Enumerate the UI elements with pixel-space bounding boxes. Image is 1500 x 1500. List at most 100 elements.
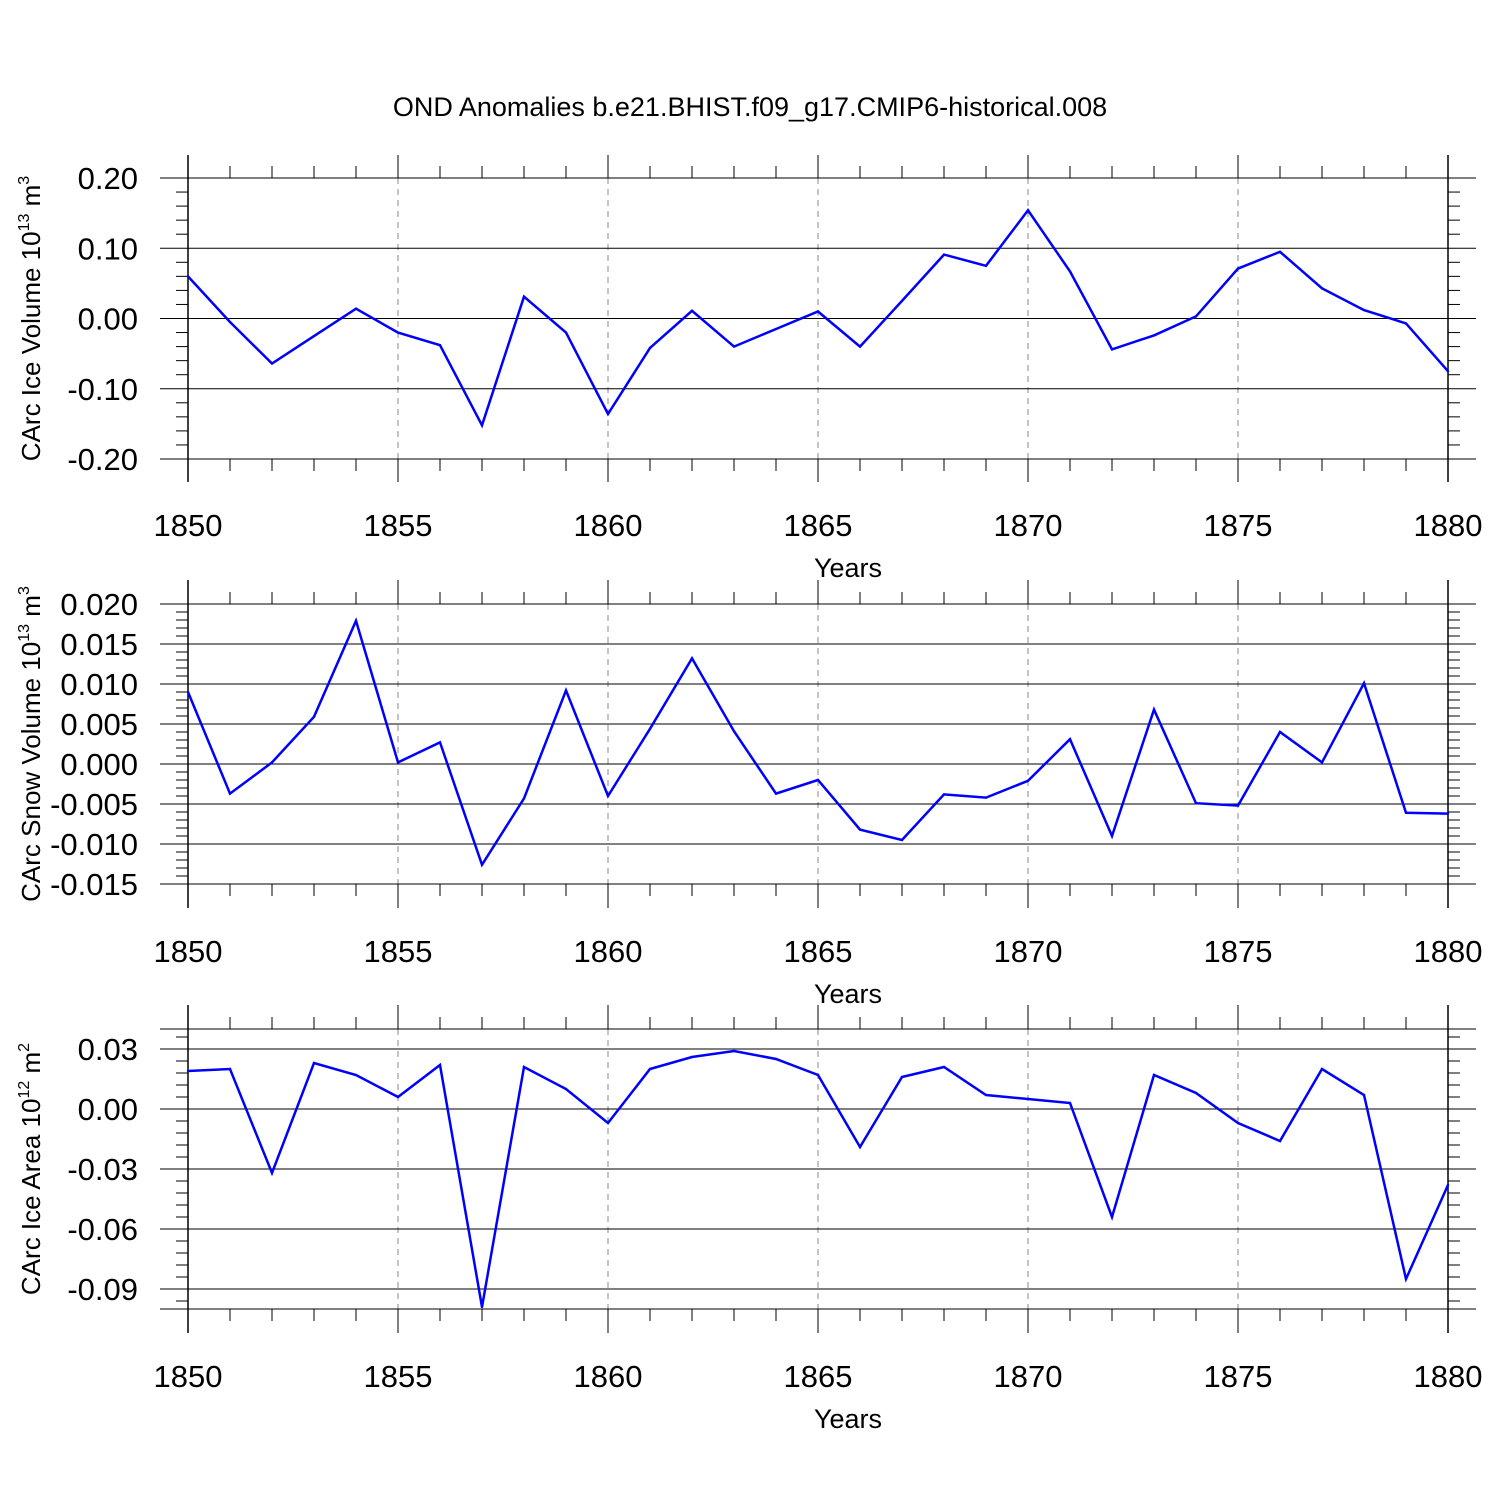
data-point bbox=[1152, 1073, 1156, 1077]
y-tick-label: -0.09 bbox=[67, 1272, 138, 1307]
x-tick-label: 1870 bbox=[994, 934, 1063, 969]
x-tick-label: 1850 bbox=[154, 1359, 223, 1394]
data-point bbox=[312, 1061, 316, 1065]
data-point bbox=[186, 690, 190, 694]
data-point bbox=[1068, 270, 1072, 273]
y-axis-label-text: CArc Snow Volume 10 bbox=[16, 642, 46, 902]
series-line bbox=[187, 208, 1449, 429]
data-point bbox=[732, 730, 736, 733]
data-point bbox=[690, 657, 694, 660]
data-point bbox=[270, 1171, 274, 1175]
x-tick-label: 1860 bbox=[574, 508, 643, 543]
data-point bbox=[900, 838, 904, 842]
x-tick-label: 1880 bbox=[1414, 934, 1483, 969]
y-axis-label-unit-exp: 3 bbox=[16, 586, 33, 595]
y-axis-label-unit-exp: 3 bbox=[16, 176, 33, 185]
data-point bbox=[774, 792, 778, 795]
x-tick-label: 1860 bbox=[574, 1359, 643, 1394]
data-point bbox=[1236, 267, 1240, 270]
data-point bbox=[942, 793, 946, 796]
data-point bbox=[1320, 287, 1324, 290]
data-point bbox=[606, 794, 610, 798]
y-tick-label: 0.000 bbox=[60, 747, 138, 782]
data-point bbox=[648, 1067, 652, 1071]
data-point bbox=[1446, 1183, 1450, 1187]
data-point bbox=[564, 1087, 568, 1091]
y-tick-label: -0.10 bbox=[67, 372, 138, 407]
data-point bbox=[1404, 1277, 1408, 1281]
y-axis-label-text: CArc Ice Area 10 bbox=[16, 1099, 46, 1296]
chart-panel-2: 1850 1855 1860 1865 1870 1875 1880 0.020 0.015 0.… bbox=[16, 580, 1482, 1009]
data-point bbox=[984, 1093, 988, 1097]
y-axis-label-unit: m bbox=[16, 1052, 46, 1081]
data-point bbox=[1320, 761, 1324, 764]
figure-title: OND Anomalies b.e21.BHIST.f09_g17.CMIP6-… bbox=[393, 92, 1107, 122]
data-point bbox=[396, 1095, 400, 1099]
y-axis-label-exp: 13 bbox=[16, 214, 33, 232]
chart-panel-3: 1850 1855 1860 1865 1870 1875 1880 0.03 0.00 -0.0… bbox=[16, 1005, 1482, 1434]
data-point bbox=[1362, 682, 1366, 685]
x-tick-label: 1870 bbox=[994, 1359, 1063, 1394]
data-point bbox=[270, 761, 274, 764]
data-point bbox=[228, 792, 232, 795]
y-tick-label: 0.10 bbox=[78, 231, 138, 266]
data-point bbox=[1068, 1101, 1072, 1105]
data-point bbox=[648, 727, 652, 730]
y-tick-label: -0.010 bbox=[50, 827, 138, 862]
data-point bbox=[396, 761, 400, 764]
data-point bbox=[858, 1145, 862, 1149]
data-point bbox=[1278, 250, 1282, 253]
data-point bbox=[438, 343, 442, 347]
data-point bbox=[396, 331, 400, 334]
data-point bbox=[228, 1067, 232, 1071]
data-point bbox=[354, 619, 358, 622]
y-tick-label: -0.06 bbox=[67, 1212, 138, 1247]
data-point bbox=[1110, 348, 1114, 351]
x-tick-label: 1870 bbox=[994, 508, 1063, 543]
data-point bbox=[858, 345, 862, 348]
chart-panels: 1850 1855 1860 1865 1870 1875 1880 0.20 0.10 0.00… bbox=[16, 155, 1482, 1434]
data-point bbox=[1026, 209, 1030, 212]
data-point bbox=[606, 1121, 610, 1125]
data-point bbox=[774, 327, 778, 331]
data-point bbox=[522, 1065, 526, 1069]
y-axis-label-unit: m bbox=[16, 185, 46, 214]
data-point bbox=[942, 1065, 946, 1069]
data-point bbox=[480, 424, 484, 427]
data-point bbox=[816, 310, 820, 313]
data-point bbox=[816, 778, 820, 782]
data-point bbox=[1320, 1067, 1324, 1071]
data-point bbox=[1110, 1215, 1114, 1219]
data-point bbox=[270, 362, 274, 365]
data-point bbox=[900, 1075, 904, 1079]
data-point bbox=[312, 715, 316, 718]
y-axis-label-unit-exp: 2 bbox=[16, 1043, 33, 1052]
x-tick-label: 1875 bbox=[1204, 934, 1273, 969]
y-axis-label-text: CArc Ice Volume 10 bbox=[16, 231, 46, 461]
y-tick-label: -0.005 bbox=[50, 787, 138, 822]
data-point bbox=[1068, 738, 1072, 741]
data-point bbox=[480, 1305, 484, 1309]
data-point bbox=[690, 309, 694, 312]
data-point bbox=[1404, 811, 1408, 814]
y-tick-label: 0.015 bbox=[60, 627, 138, 662]
data-point bbox=[564, 689, 568, 692]
x-tick-label: 1855 bbox=[364, 1359, 433, 1394]
data-point bbox=[984, 796, 988, 799]
y-tick-label: 0.20 bbox=[78, 161, 138, 196]
data-point bbox=[732, 345, 736, 348]
y-axis-label: CArc Ice Area 1012 m2 bbox=[16, 1043, 46, 1295]
data-point bbox=[354, 1073, 358, 1077]
data-point bbox=[1194, 315, 1198, 318]
y-tick-label: -0.20 bbox=[67, 442, 138, 477]
data-point bbox=[1446, 812, 1450, 815]
data-point bbox=[312, 334, 316, 338]
data-point bbox=[438, 741, 442, 744]
x-tick-label: 1865 bbox=[784, 934, 853, 969]
data-point bbox=[984, 264, 988, 268]
data-point bbox=[648, 346, 652, 350]
x-tick-label: 1850 bbox=[154, 934, 223, 969]
data-point bbox=[1026, 779, 1030, 782]
y-tick-label: -0.015 bbox=[50, 867, 138, 902]
